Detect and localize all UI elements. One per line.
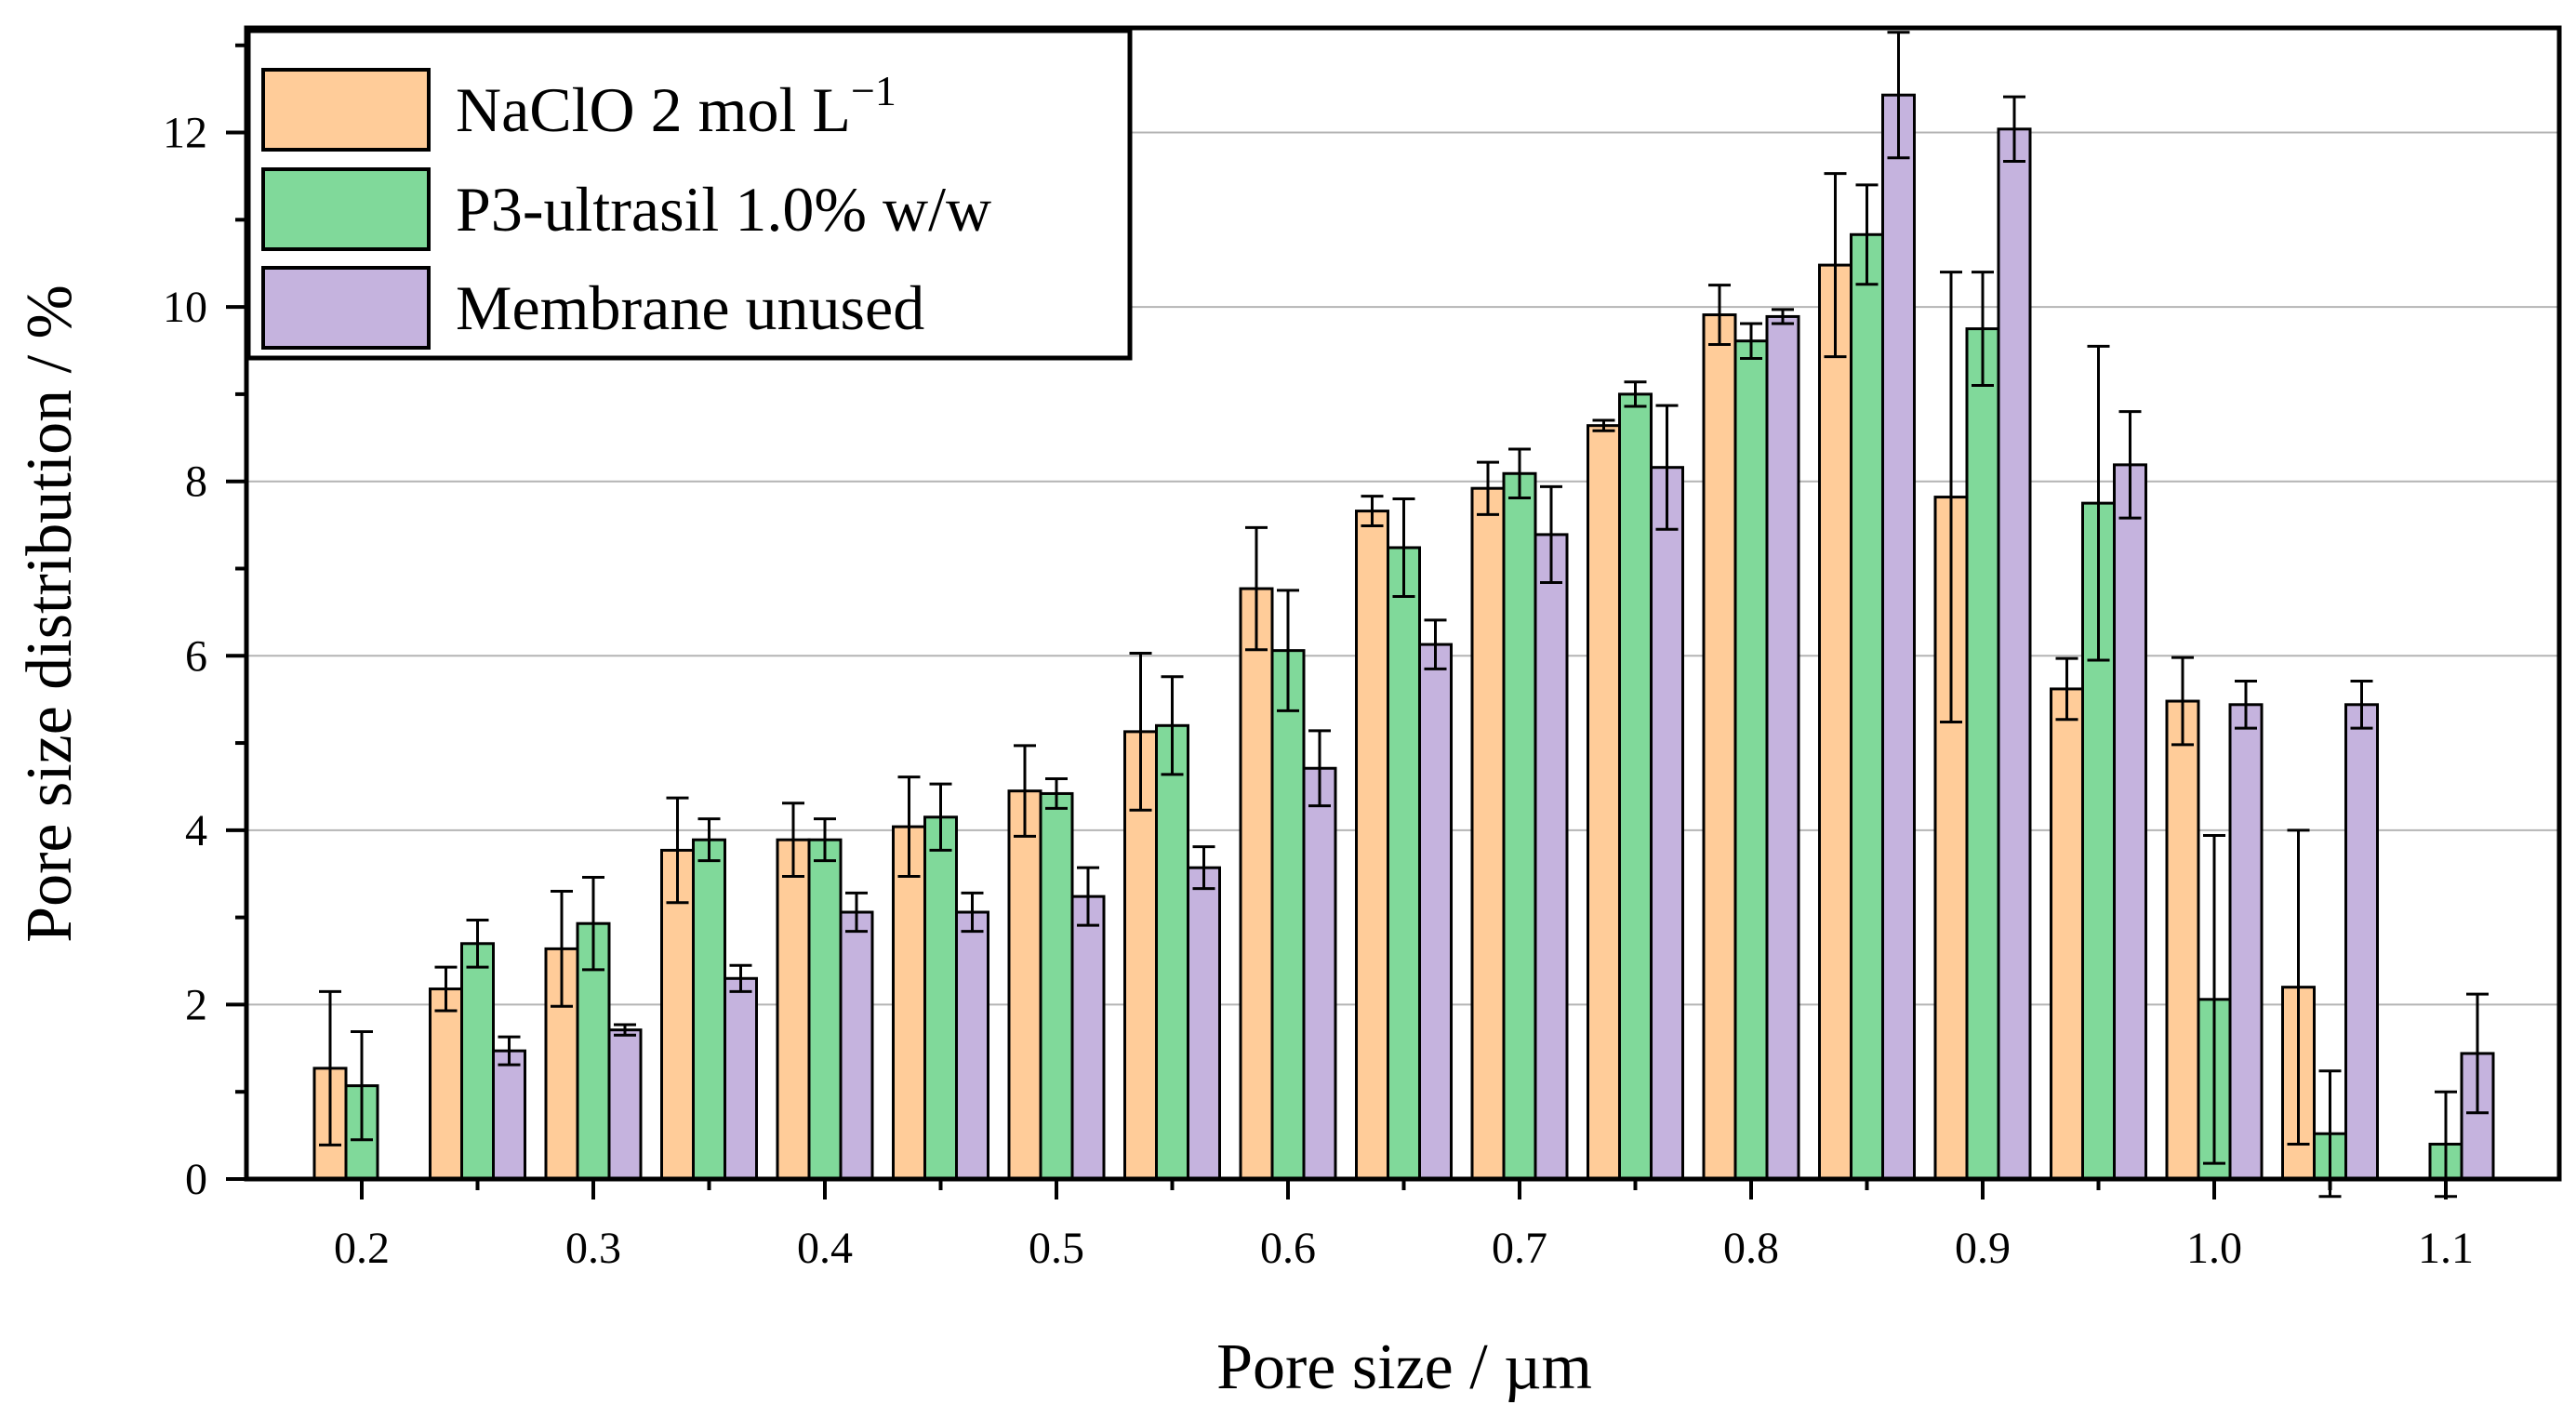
bar (2165, 699, 2200, 1181)
bar (1039, 791, 1074, 1181)
x-tick-label: 0.4 (797, 1224, 853, 1273)
bar (923, 815, 958, 1181)
legend-label-superscript: −1 (851, 67, 896, 114)
x-tick-label: 0.2 (334, 1224, 390, 1273)
bar (1355, 510, 1389, 1181)
bar (776, 838, 811, 1181)
bar (1618, 392, 1653, 1181)
y-axis-title: Pore size distribution / % (14, 285, 86, 943)
bar (1881, 93, 1916, 1181)
x-tick-label: 0.6 (1260, 1224, 1316, 1273)
x-tick-label: 1.0 (2186, 1224, 2242, 1273)
axes: 0 2 4 6 8 10 12 0.2 0.3 0.4 0.5 0.6 0.7 0.8 0.9 1.0 1.1 (163, 25, 2562, 1273)
y-tick-label: 0 (185, 1155, 207, 1204)
bar (724, 976, 758, 1181)
bar (1187, 866, 1221, 1181)
bar (492, 1049, 526, 1181)
legend-swatch (261, 68, 431, 152)
bar (692, 838, 726, 1181)
x-tick-label: 0.9 (1955, 1224, 2011, 1273)
x-tick-label: 0.7 (1492, 1224, 1547, 1273)
bar (807, 838, 843, 1181)
bar (1387, 546, 1421, 1181)
bar (1733, 339, 1769, 1181)
bar (892, 825, 926, 1181)
bar (1302, 766, 1337, 1181)
bars (312, 93, 2495, 1181)
bar (1470, 486, 1506, 1181)
bar (429, 987, 463, 1181)
bar (1270, 649, 1306, 1181)
bar (1765, 314, 1800, 1181)
bar (1239, 587, 1274, 1181)
bar (1587, 424, 1621, 1181)
y-tick-label: 12 (163, 109, 207, 158)
legend: NaClO 2 mol L−1 P3-ultrasil 1.0% w/w Membr… (246, 28, 1133, 361)
y-tick-label: 10 (163, 283, 207, 332)
x-tick-label: 0.8 (1723, 1224, 1779, 1273)
bar (839, 910, 874, 1181)
bar (607, 1028, 643, 1181)
bar (1650, 466, 1684, 1181)
bar (1997, 127, 2032, 1181)
bar (1155, 723, 1189, 1181)
x-tick-label: 0.3 (565, 1224, 621, 1273)
x-axis-title: Pore size / µm (1216, 1332, 1592, 1403)
bar (2113, 463, 2147, 1181)
bar (1534, 533, 1569, 1181)
legend-label: Membrane unused (456, 272, 924, 343)
bar (2344, 703, 2379, 1181)
bar (1702, 313, 1737, 1181)
bar (1418, 643, 1453, 1181)
bar (955, 910, 989, 1181)
y-tick-label: 8 (185, 457, 207, 507)
legend-label: NaClO 2 mol L−1 (456, 67, 896, 145)
bar (2228, 703, 2264, 1181)
x-tick-label: 1.1 (2418, 1224, 2474, 1273)
bar (1965, 327, 2000, 1181)
bar (1502, 471, 1537, 1181)
legend-swatch (261, 167, 431, 251)
y-tick-label: 4 (185, 806, 207, 855)
bar (1818, 263, 1852, 1181)
y-tick-label: 6 (185, 631, 207, 681)
bar (460, 942, 495, 1181)
legend-label: P3-ultrasil 1.0% w/w (456, 174, 991, 245)
bar (2050, 687, 2084, 1181)
bar (1850, 232, 1884, 1181)
legend-swatch (261, 266, 431, 350)
bar (1007, 789, 1042, 1181)
y-tick-label: 2 (185, 980, 207, 1029)
bar (1070, 895, 1106, 1181)
x-tick-label: 0.5 (1029, 1224, 1084, 1273)
